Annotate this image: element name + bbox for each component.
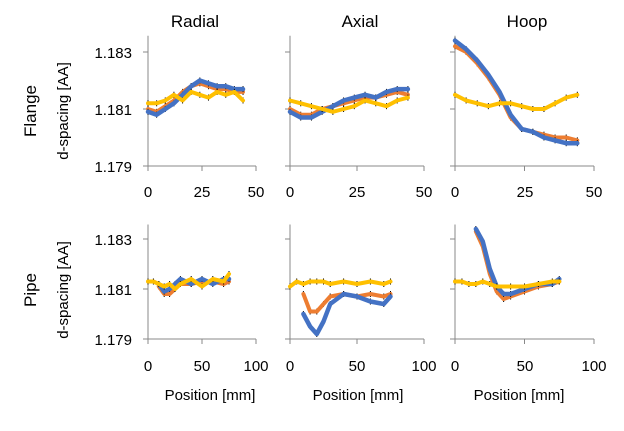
series-line [453,92,580,111]
x-tick-label: 50 [517,358,534,375]
y-tick-label: 1.181 [94,282,132,299]
series-line [301,292,393,314]
x-axis-title-axial: Position [mm] [313,387,404,404]
series-2 [145,77,246,118]
x-tick-label: 0 [286,358,294,375]
x-tick-label: 25 [517,184,534,201]
x-axis-title-hoop: Position [mm] [474,387,565,404]
column-title-axial: Axial [342,12,379,31]
series-3 [288,94,410,115]
row-label-pipe: Pipe [21,273,40,307]
x-tick-label: 100 [243,358,268,375]
x-tick-label: 50 [349,358,366,375]
series-2 [301,291,393,337]
x-tick-label: 100 [411,358,436,375]
y-axis-title-flange: d-spacing [AA] [55,62,72,160]
panel-pipe-radial [143,224,257,344]
panel-flange-hoop [450,35,595,171]
x-axis-title-radial: Position [mm] [165,387,256,404]
x-tick-label: 0 [144,358,152,375]
series-line [146,89,245,106]
series-2 [452,37,580,147]
x-tick-label: 50 [586,184,603,201]
y-axis-title-pipe: d-spacing [AA] [55,241,72,339]
panel-pipe-hoop [450,224,595,344]
series-3 [453,91,580,112]
y-tick-label: 1.181 [94,102,132,119]
y-tick-label: 1.179 [94,332,132,349]
panel-flange-radial [143,35,257,171]
series-line [301,291,393,337]
row-label-flange: Flange [21,85,40,137]
y-tick-label: 1.179 [94,159,132,176]
x-tick-label: 0 [451,358,459,375]
y-tick-label: 1.183 [94,232,132,249]
x-tick-label: 50 [248,184,265,201]
x-tick-label: 0 [286,184,294,201]
column-title-radial: Radial [171,12,219,31]
series-3 [146,88,245,107]
series-3 [146,271,231,292]
series-line [287,86,411,120]
series-line [452,38,580,146]
y-tick-label: 1.183 [94,45,132,62]
series-line [453,279,562,289]
panel-flange-axial [285,35,425,171]
series-2 [287,86,411,121]
x-tick-label: 0 [451,184,459,201]
x-tick-label: 25 [349,184,366,201]
x-tick-label: 100 [581,358,606,375]
x-tick-label: 0 [144,184,152,201]
x-tick-label: 25 [194,184,211,201]
series-line [288,89,410,117]
panel-pipe-axial [285,224,425,344]
series-line [288,95,410,114]
column-title-hoop: Hoop [507,12,548,31]
series-line [145,78,246,117]
panels-group [143,35,595,344]
series-line [453,44,580,143]
series-3 [453,278,562,290]
x-tick-label: 50 [416,184,433,201]
series-line [288,279,393,289]
series-line [146,272,231,291]
series-3 [288,278,393,290]
x-tick-label: 50 [194,358,211,375]
